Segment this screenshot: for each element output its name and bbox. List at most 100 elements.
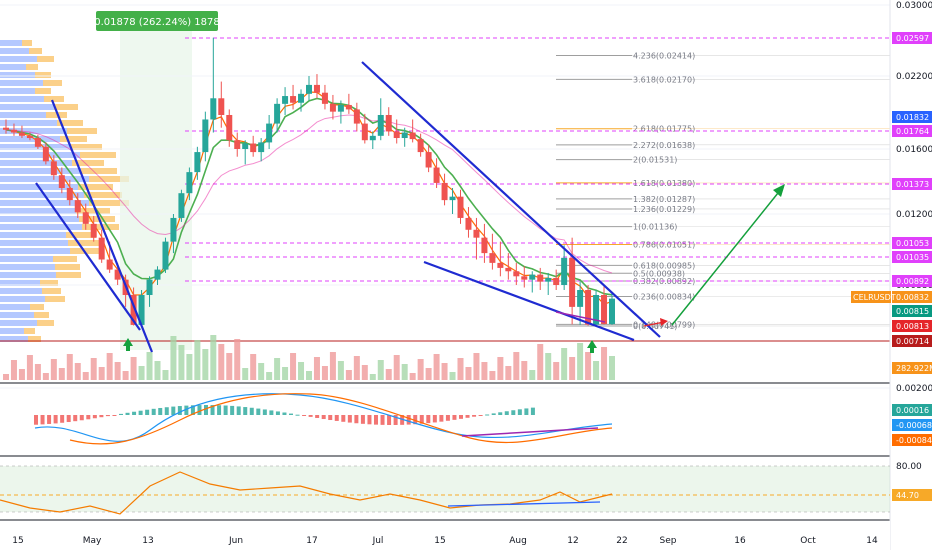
time-tick-3: Jun <box>228 536 243 546</box>
macd-hist-62 <box>439 415 444 422</box>
candle-body-48 <box>385 114 392 132</box>
candle-body-28 <box>226 114 233 141</box>
macd-hist-23 <box>184 405 189 415</box>
volume-bar-26 <box>210 335 217 380</box>
candle-body-10 <box>82 212 89 224</box>
fib-label-1: 3.618(0.02170) <box>633 75 695 84</box>
ma-slow <box>5 114 613 274</box>
volume-profile-bar-orange-0 <box>22 40 32 46</box>
volume-profile-bar-blue-2 <box>0 56 37 62</box>
macd-hist-66 <box>465 415 470 418</box>
volume-profile-bar-orange-35 <box>37 320 54 326</box>
candle-body-21 <box>170 217 177 242</box>
volume-bar-22 <box>178 345 185 380</box>
volume-bar-12 <box>98 367 105 380</box>
ma-fast <box>5 91 613 305</box>
volume-bar-51 <box>409 373 416 380</box>
price-label-9: 0.00813 <box>896 322 929 331</box>
volume-bar-29 <box>234 339 241 380</box>
volume-bar-55 <box>441 363 448 380</box>
fib-label-10: 0.618(0.00985) <box>633 261 695 270</box>
price-label-1: 0.01832 <box>896 113 929 122</box>
volume-profile-bar-blue-22 <box>0 216 79 222</box>
macd-hist-12 <box>112 415 117 416</box>
macd-hist-26 <box>203 405 208 415</box>
volume-bar-53 <box>425 368 432 380</box>
candle-body-11 <box>90 223 97 238</box>
macd-hist-10 <box>99 415 104 418</box>
volume-bar-74 <box>593 361 600 380</box>
candle-body-53 <box>425 152 432 168</box>
volume-profile-bar-blue-29 <box>0 272 56 278</box>
time-tick-2: 13 <box>142 536 153 546</box>
volume-bar-5 <box>42 373 49 380</box>
volume-bar-57 <box>457 358 464 380</box>
candle-body-32 <box>258 142 265 153</box>
volume-profile-bar-blue-3 <box>0 64 26 70</box>
volume-bar-66 <box>529 370 536 380</box>
candle-body-24 <box>194 152 201 173</box>
volume-bar-67 <box>537 344 544 380</box>
rsi-pane <box>0 465 890 515</box>
volume-profile-bar-blue-16 <box>0 168 81 174</box>
volume-bar-76 <box>609 356 615 380</box>
volume-bar-0 <box>3 374 9 380</box>
price-label-6: 0.00892 <box>896 277 929 286</box>
symbol-tag: CELRUSDT <box>853 293 896 302</box>
candle-body-76 <box>609 298 615 325</box>
time-tick-0: 15 <box>12 536 23 546</box>
macd-hist-59 <box>419 415 424 424</box>
macd-hist-17 <box>145 409 150 415</box>
volume-bar-11 <box>90 358 97 380</box>
volume-profile-bar-orange-2 <box>37 56 54 62</box>
price-axis: 0.030000.022000.016000.012000.008800.002… <box>851 0 932 550</box>
volume-profile-bar-orange-9 <box>46 112 67 118</box>
trendline-lower-right <box>423 260 635 342</box>
candle-body-33 <box>266 123 273 143</box>
macd-signal <box>69 393 613 445</box>
moving-averages <box>5 91 613 305</box>
volume-profile-bar-orange-1 <box>29 48 42 54</box>
volume-profile-bar-blue-24 <box>0 232 66 238</box>
projection-arrow-head <box>773 184 785 197</box>
macd-hist-42 <box>308 415 313 417</box>
volume-profile-bar-blue-31 <box>0 288 42 294</box>
volume-profile-bar-blue-19 <box>0 192 84 198</box>
macd-hist-49 <box>354 415 359 424</box>
trendline-lower-left <box>35 182 141 331</box>
volume-bar-13 <box>106 353 113 380</box>
time-tick-1: May <box>83 536 102 546</box>
rsi-band <box>0 466 890 512</box>
candle-body-42 <box>337 104 344 112</box>
volume-bar-39 <box>313 357 320 380</box>
macd-hist-14 <box>125 412 130 415</box>
candle-body-7 <box>58 175 65 188</box>
volume-bar-18 <box>146 352 153 380</box>
price-tick-3: 0.01200 <box>896 210 932 220</box>
divergence-line <box>555 311 606 323</box>
fib-label-5: 1.618(0.01380) <box>633 179 695 188</box>
volume-bar-68 <box>545 353 552 380</box>
macd-hist-37 <box>275 411 280 415</box>
macd-hist-28 <box>217 405 222 415</box>
candle-body-12 <box>98 237 105 260</box>
volume-profile-bar-blue-21 <box>0 208 76 214</box>
volume-profile-bar-orange-14 <box>80 152 116 158</box>
macd-line <box>34 393 613 442</box>
volume-bar-38 <box>306 371 312 380</box>
macd-hist-4 <box>60 415 65 423</box>
volume-profile-bar-blue-26 <box>0 248 70 254</box>
volume-profile-bar-blue-17 <box>0 176 89 182</box>
macd-hist-22 <box>177 406 182 415</box>
volume-bar-1 <box>10 360 17 380</box>
rsi-tick-0: 80.00 <box>896 462 922 472</box>
macd-hist-61 <box>432 415 437 423</box>
volume-bar-49 <box>393 355 400 380</box>
fib-label-15: 0(0.00741) <box>633 322 677 331</box>
volume-profile-bar-blue-35 <box>0 320 37 326</box>
macd-hist-54 <box>387 415 392 425</box>
measure-label: 0.01878 (262.24%) 1878 <box>94 11 220 31</box>
volume-bar-44 <box>353 356 360 380</box>
candle-body-1 <box>10 129 17 133</box>
